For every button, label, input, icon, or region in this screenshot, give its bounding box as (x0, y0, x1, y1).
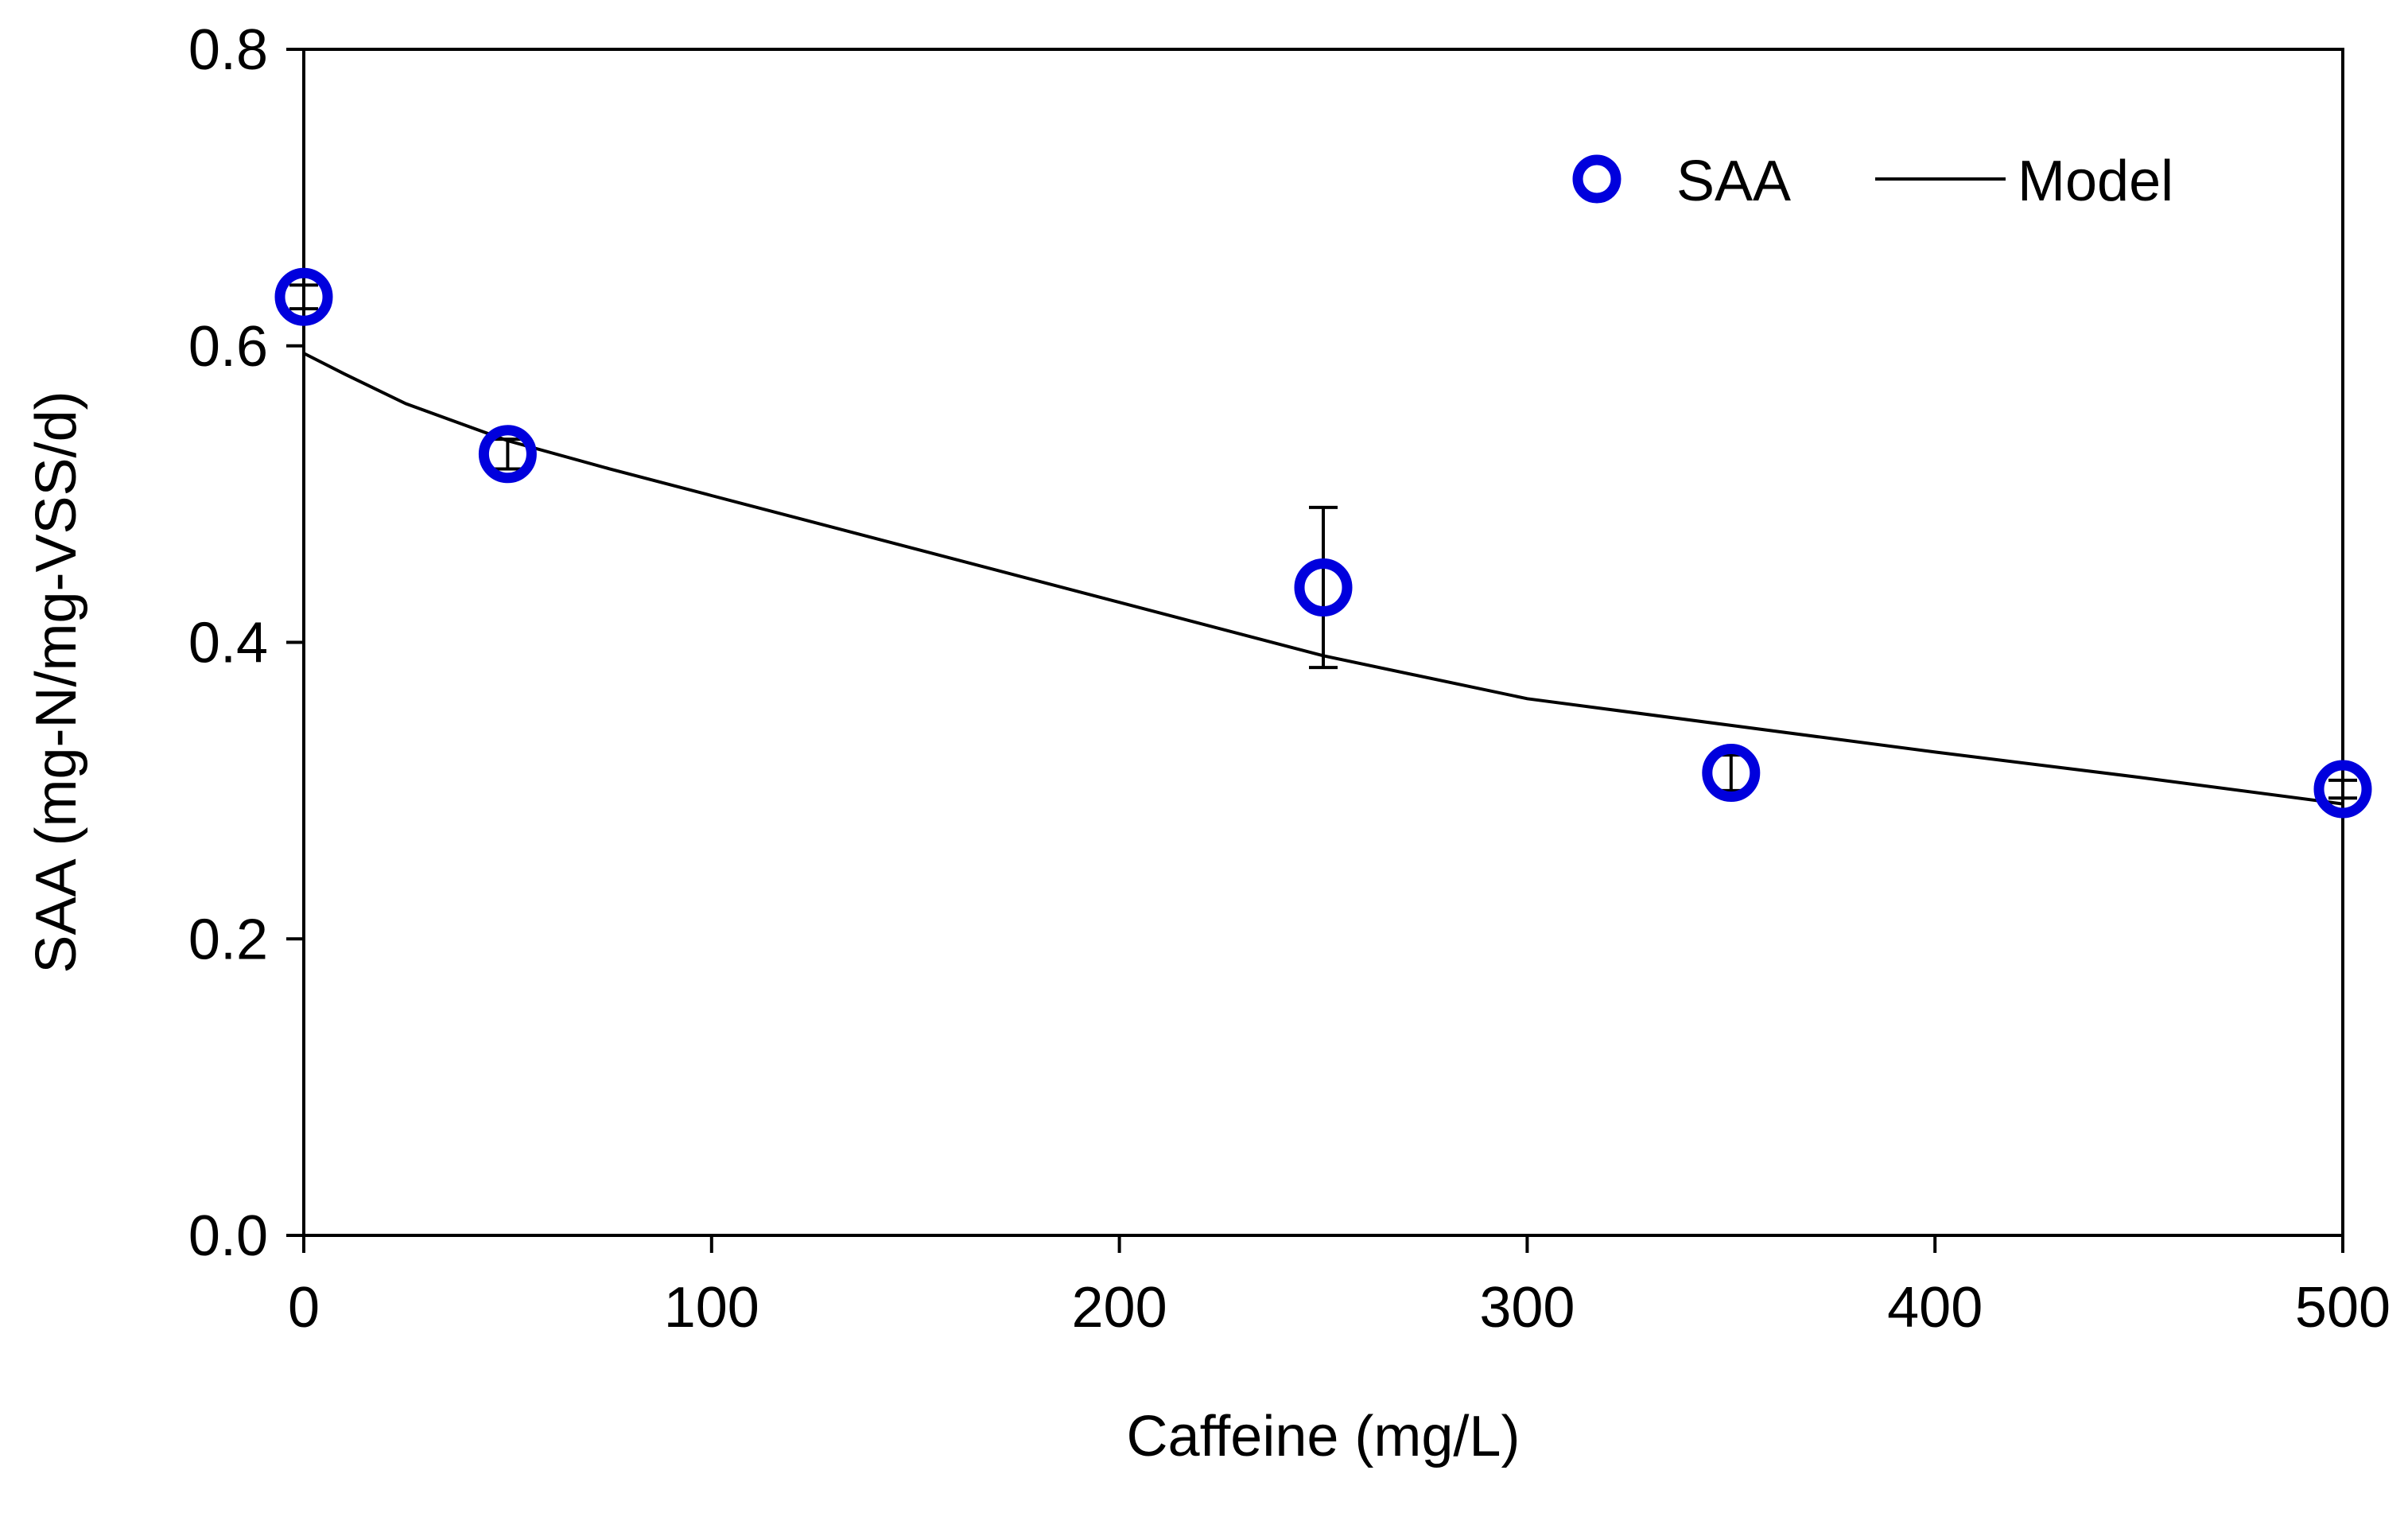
legend-model-label: Model (2018, 150, 2173, 213)
saa-point-0 (274, 267, 333, 326)
series-layer (274, 267, 2372, 819)
y-tick-label-1: 0.2 (188, 908, 268, 971)
y-axis-title: SAA (mg-N/mg-VSS/d) (25, 391, 88, 973)
legend-saa-label: SAA (1676, 150, 1791, 213)
y-tick-label-4: 0.8 (188, 18, 268, 82)
legend-saa-marker (1572, 154, 1622, 204)
saa-point-1 (478, 425, 537, 484)
x-tick-label-300: 300 (1479, 1276, 1575, 1340)
saa-point-2 (1294, 558, 1353, 617)
model-line (303, 352, 2344, 806)
legend: SAA Model (1572, 150, 2173, 213)
y-tick-label-0: 0.0 (188, 1204, 268, 1268)
x-axis: 0 100 200 300 400 500 (288, 1235, 2391, 1340)
y-tick-label-3: 0.6 (188, 315, 268, 379)
y-axis: 0.0 0.2 0.4 0.6 0.8 (188, 18, 304, 1268)
saa-point-3 (1702, 744, 1761, 803)
x-tick-label-500: 500 (2295, 1276, 2391, 1340)
x-tick-label-0: 0 (288, 1276, 320, 1340)
x-tick-label-100: 100 (664, 1276, 759, 1340)
saa-point-4 (2313, 760, 2372, 819)
y-tick-label-2: 0.4 (188, 612, 268, 675)
x-axis-title: Caffeine (mg/L) (1127, 1405, 1521, 1468)
x-tick-label-400: 400 (1887, 1276, 1983, 1340)
x-tick-label-200: 200 (1072, 1276, 1167, 1340)
